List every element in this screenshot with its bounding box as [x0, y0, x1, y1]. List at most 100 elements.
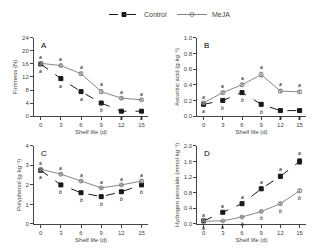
svg-text:9: 9: [260, 122, 264, 128]
svg-text:a: a: [120, 89, 123, 95]
svg-text:0.6: 0.6: [184, 66, 193, 72]
svg-text:Shelf life (d): Shelf life (d): [236, 129, 268, 135]
svg-text:b: b: [80, 197, 83, 203]
svg-text:0: 0: [202, 230, 206, 236]
svg-text:6: 6: [240, 230, 244, 236]
svg-text:0: 0: [25, 113, 29, 119]
svg-text:0: 0: [202, 122, 206, 128]
svg-text:1.2: 1.2: [184, 174, 193, 180]
svg-text:3: 3: [221, 230, 225, 236]
svg-text:0.2: 0.2: [184, 98, 193, 104]
svg-text:1.6: 1.6: [184, 159, 193, 165]
svg-text:Shelf life (d): Shelf life (d): [75, 237, 107, 243]
svg-text:a: a: [260, 64, 263, 70]
svg-text:15: 15: [296, 122, 303, 128]
svg-text:Shelf life (d): Shelf life (d): [236, 237, 268, 243]
svg-text:A: A: [41, 41, 47, 50]
svg-text:a: a: [202, 94, 205, 100]
svg-text:b: b: [298, 195, 301, 201]
svg-text:a: a: [80, 64, 83, 70]
svg-text:a: a: [140, 172, 143, 178]
svg-text:Firmness (N): Firmness (N): [13, 60, 19, 95]
svg-text:Ascorbic acid (g·kg⁻¹): Ascorbic acid (g·kg⁻¹): [174, 48, 180, 106]
svg-text:a: a: [260, 179, 263, 185]
svg-text:a: a: [202, 108, 205, 114]
svg-text:15: 15: [138, 122, 145, 128]
svg-text:12: 12: [118, 230, 125, 236]
svg-text:16: 16: [22, 61, 29, 67]
svg-text:0: 0: [39, 230, 43, 236]
svg-text:12: 12: [118, 122, 125, 128]
svg-text:C: C: [41, 149, 47, 158]
svg-text:b: b: [260, 215, 263, 221]
svg-text:a: a: [221, 83, 224, 89]
svg-text:a: a: [59, 83, 62, 89]
svg-text:b: b: [221, 105, 224, 111]
svg-text:b: b: [279, 115, 282, 121]
svg-text:9: 9: [100, 122, 104, 128]
svg-text:15: 15: [296, 230, 303, 236]
svg-text:a: a: [241, 194, 244, 200]
svg-text:a: a: [221, 203, 224, 209]
svg-text:a: a: [100, 179, 103, 185]
svg-text:b: b: [120, 196, 123, 202]
svg-text:D: D: [204, 149, 210, 158]
svg-text:b: b: [298, 115, 301, 121]
svg-text:15: 15: [138, 230, 145, 236]
svg-text:4: 4: [25, 143, 29, 149]
svg-text:0.8: 0.8: [184, 190, 193, 196]
svg-text:9: 9: [260, 230, 264, 236]
svg-text:b: b: [241, 97, 244, 103]
svg-text:12: 12: [277, 122, 284, 128]
svg-text:0.8: 0.8: [184, 51, 193, 57]
svg-text:a: a: [202, 212, 205, 218]
svg-text:a: a: [39, 68, 42, 74]
svg-text:12: 12: [22, 74, 29, 80]
svg-text:2.0: 2.0: [184, 143, 193, 149]
svg-text:0.0: 0.0: [184, 113, 193, 119]
svg-text:a: a: [59, 165, 62, 171]
svg-text:3: 3: [221, 122, 225, 128]
svg-text:B: B: [204, 41, 209, 50]
svg-text:6: 6: [79, 122, 83, 128]
svg-text:a: a: [140, 91, 143, 97]
svg-text:24: 24: [22, 35, 29, 41]
svg-text:4: 4: [25, 100, 29, 106]
svg-text:Control: Control: [144, 11, 167, 18]
svg-text:2: 2: [25, 182, 29, 188]
svg-text:b: b: [140, 189, 143, 195]
svg-text:b: b: [140, 115, 143, 121]
svg-text:a: a: [100, 81, 103, 87]
svg-text:a: a: [80, 96, 83, 102]
svg-text:a: a: [298, 82, 301, 88]
svg-text:6: 6: [240, 122, 244, 128]
svg-text:b: b: [100, 201, 103, 207]
svg-text:Polyphenol (g·kg⁻¹): Polyphenol (g·kg⁻¹): [16, 159, 22, 211]
svg-text:a: a: [120, 176, 123, 182]
svg-text:a: a: [39, 160, 42, 166]
svg-text:8: 8: [25, 87, 29, 93]
svg-text:a: a: [202, 225, 205, 231]
svg-text:b: b: [260, 109, 263, 115]
svg-text:1.0: 1.0: [184, 35, 193, 41]
svg-text:a: a: [298, 150, 301, 156]
svg-text:a: a: [221, 224, 224, 230]
svg-text:b: b: [241, 221, 244, 227]
svg-text:0.4: 0.4: [184, 82, 193, 88]
svg-text:1: 1: [25, 202, 29, 208]
svg-text:b: b: [120, 115, 123, 121]
svg-text:a: a: [241, 75, 244, 81]
svg-text:a: a: [59, 56, 62, 62]
svg-text:MeJA: MeJA: [212, 11, 230, 18]
svg-text:a: a: [80, 172, 83, 178]
svg-text:3: 3: [59, 122, 63, 128]
svg-text:a: a: [39, 174, 42, 180]
svg-text:12: 12: [277, 230, 284, 236]
svg-text:6: 6: [79, 230, 83, 236]
svg-text:Hydrogen peroxide (mmol·kg⁻¹): Hydrogen peroxide (mmol·kg⁻¹): [174, 143, 180, 228]
svg-text:0: 0: [39, 122, 43, 128]
svg-text:Shelf life (d): Shelf life (d): [75, 129, 107, 135]
svg-text:20: 20: [22, 48, 29, 54]
svg-text:3: 3: [25, 162, 29, 168]
svg-text:a: a: [279, 166, 282, 172]
